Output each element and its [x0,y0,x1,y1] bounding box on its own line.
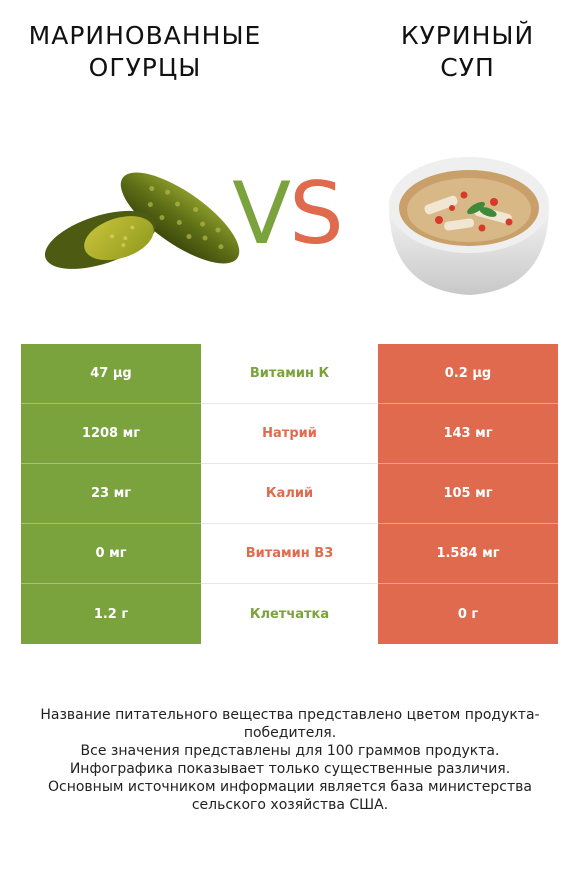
left-value: 23 мг [21,464,201,524]
right-value: 1.584 мг [378,524,558,584]
table-row: 1208 мг Натрий 143 мг [21,404,558,464]
left-value: 1.2 г [21,584,201,644]
left-value: 0 мг [21,524,201,584]
footer-line: Основным источником информации является … [48,779,532,813]
nutrient-name: Клетчатка [201,584,378,644]
nutrient-name: Калий [201,464,378,524]
vs-s-letter: S [289,164,344,264]
chicken-soup-image [389,157,549,295]
nutrient-name: Витамин B3 [201,524,378,584]
table-row: 0 мг Витамин B3 1.584 мг [21,524,558,584]
right-value: 0.2 µg [378,344,558,404]
right-food-title: КУРИНЫЙ СУП [400,21,535,82]
table-row: 1.2 г Клетчатка 0 г [21,584,558,644]
left-value: 47 µg [21,344,201,404]
footer-line: Инфографика показывает только существенн… [69,761,511,777]
footer-line: Все значения представлены для 100 граммо… [80,743,500,759]
footer-line: Название питательного вещества представл… [40,707,540,741]
right-value: 0 г [378,584,558,644]
footer-notes: Название питательного вещества представл… [20,706,560,814]
table-row: 47 µg Витамин К 0.2 µg [21,344,558,404]
right-value: 143 мг [378,404,558,464]
vs-v-letter: V [232,164,291,264]
left-value: 1208 мг [21,404,201,464]
pickles-image [44,172,240,269]
nutrient-name: Натрий [201,404,378,464]
nutrient-comparison-table: 47 µg Витамин К 0.2 µg 1208 мг Натрий 14… [21,344,558,644]
table-row: 23 мг Калий 105 мг [21,464,558,524]
left-food-title: МАРИНОВАННЫЕ ОГУРЦЫ [28,21,262,82]
right-value: 105 мг [378,464,558,524]
nutrient-name: Витамин К [201,344,378,404]
